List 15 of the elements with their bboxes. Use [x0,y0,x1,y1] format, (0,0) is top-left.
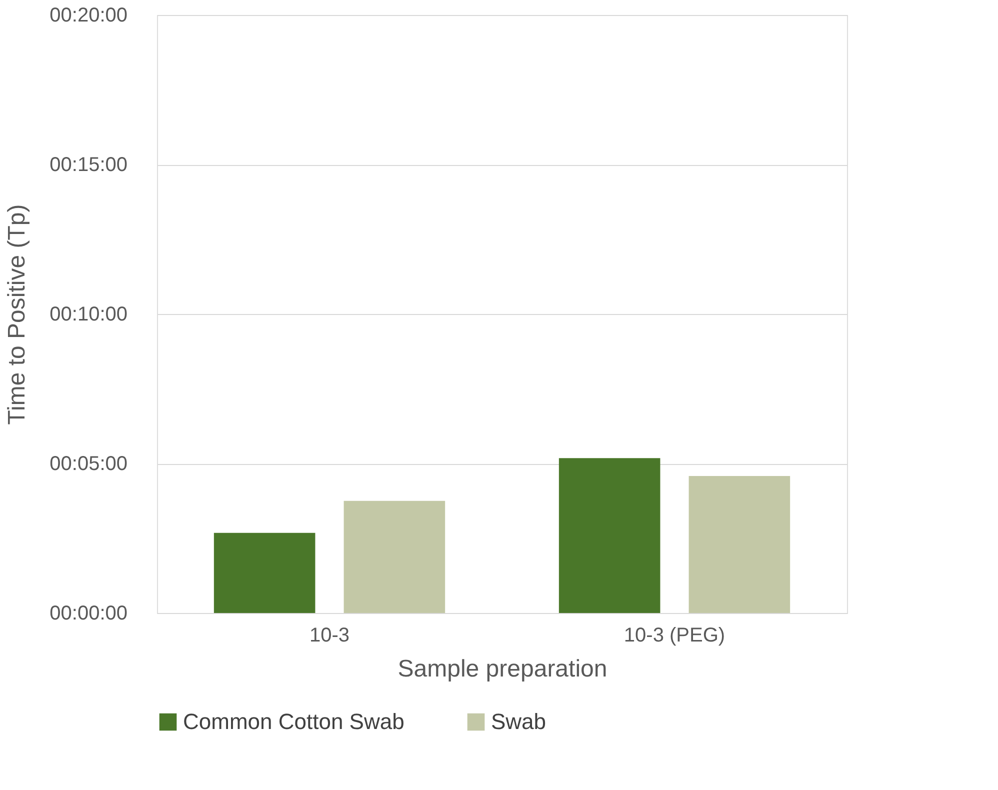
legend-label: Swab [491,709,546,734]
x-tick-label: 10-3 (PEG) [624,624,726,646]
x-axis-title: Sample preparation [398,656,608,682]
y-tick-label: 00:15:00 [50,154,128,176]
bar [688,476,790,613]
y-tick-label: 00:05:00 [50,453,128,475]
bar [344,500,446,613]
bar [214,532,316,613]
y-tick-label: 00:20:00 [50,4,128,26]
y-tick-label: 00:10:00 [50,304,128,326]
y-tick-label: 00:00:00 [50,602,128,624]
y-axis-title: Time to Positive (Tp) [4,204,31,425]
bar [558,458,660,613]
x-tick-label: 10-3 [309,624,350,646]
legend-label: Common Cotton Swab [183,709,404,734]
